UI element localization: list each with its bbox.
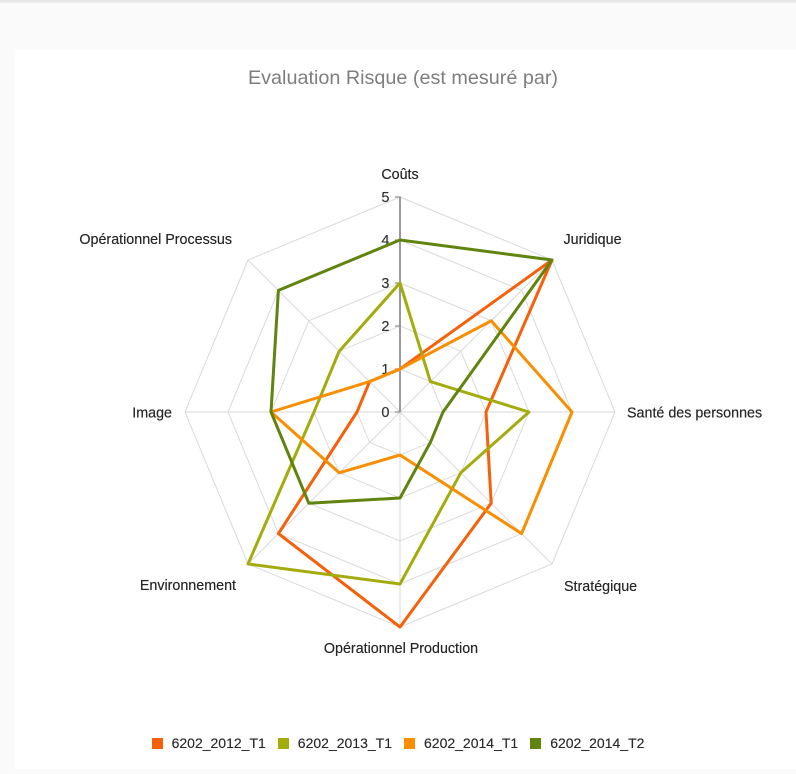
svg-text:Coûts: Coûts xyxy=(381,167,418,183)
svg-text:Stratégique: Stratégique xyxy=(564,579,637,595)
svg-text:Environnement: Environnement xyxy=(140,578,236,594)
svg-text:2: 2 xyxy=(381,319,389,335)
svg-text:0: 0 xyxy=(381,405,389,421)
svg-text:1: 1 xyxy=(381,362,389,378)
svg-text:Opérationnel Production: Opérationnel Production xyxy=(324,641,478,657)
svg-text:Juridique: Juridique xyxy=(564,232,622,248)
svg-text:4: 4 xyxy=(381,233,389,249)
svg-text:5: 5 xyxy=(381,190,389,206)
svg-text:Santé des personnes: Santé des personnes xyxy=(627,406,762,422)
svg-text:Evaluation Risque (est mesuré: Evaluation Risque (est mesuré par) xyxy=(248,67,558,89)
svg-text:Image: Image xyxy=(132,406,172,422)
svg-text:Opérationnel Processus: Opérationnel Processus xyxy=(79,232,232,248)
svg-text:3: 3 xyxy=(381,276,389,292)
